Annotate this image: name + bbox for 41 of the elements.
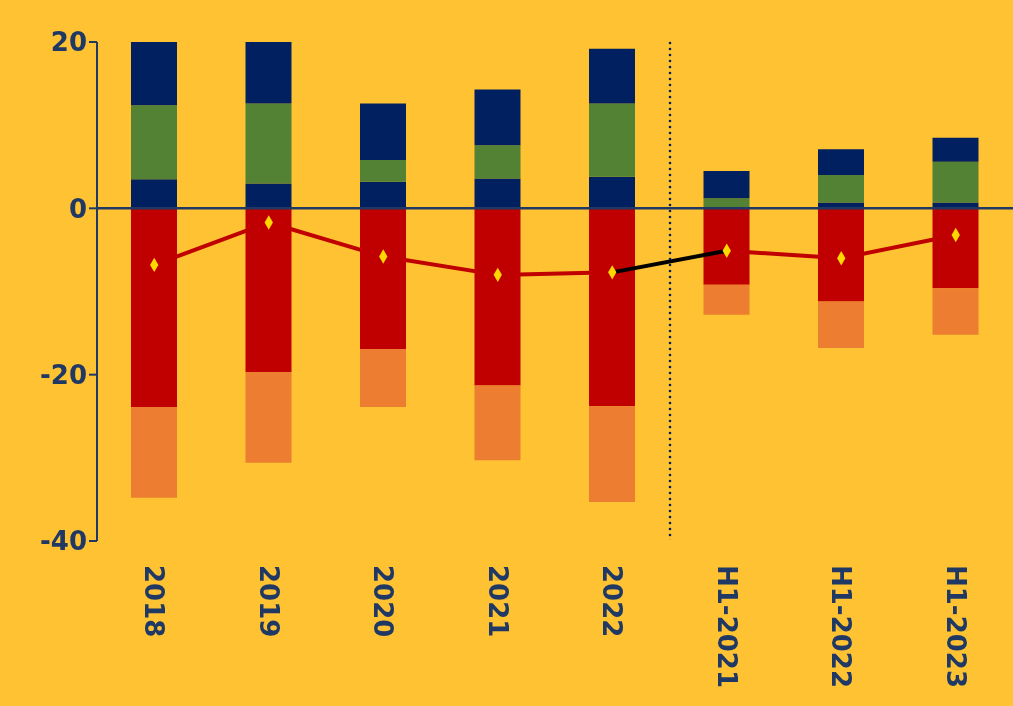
y-tick-label: -20 xyxy=(40,359,87,390)
bar xyxy=(932,161,979,203)
bar xyxy=(131,179,177,209)
x-tick-label: 2019 xyxy=(253,565,284,638)
bar xyxy=(703,284,750,315)
bar xyxy=(818,301,864,349)
bar xyxy=(131,407,177,498)
bar xyxy=(589,48,635,104)
bar xyxy=(245,103,292,184)
y-tick-label: -40 xyxy=(40,526,87,557)
bar xyxy=(474,385,521,461)
x-tick-label: H1-2022 xyxy=(826,565,857,689)
bar xyxy=(131,42,177,106)
bar xyxy=(360,348,406,408)
bar xyxy=(360,103,406,161)
bar xyxy=(703,170,750,199)
bar xyxy=(589,176,635,209)
x-tick-label: 2022 xyxy=(597,565,628,638)
bar xyxy=(474,89,521,146)
bar xyxy=(474,178,521,209)
x-tick-label: 2020 xyxy=(368,565,399,638)
bar xyxy=(360,181,406,209)
bar xyxy=(589,103,635,177)
bar xyxy=(131,105,177,180)
bar xyxy=(245,42,292,104)
x-tick-label: H1-2021 xyxy=(711,565,742,689)
bar xyxy=(245,372,292,463)
bar xyxy=(245,183,292,209)
bar xyxy=(589,406,635,502)
bar xyxy=(818,175,864,203)
x-tick-label: 2018 xyxy=(139,565,170,638)
y-tick-label: 20 xyxy=(50,27,87,58)
bar xyxy=(818,149,864,176)
bar xyxy=(474,145,521,179)
bar xyxy=(932,137,979,162)
y-tick-label: 0 xyxy=(68,193,87,224)
bar xyxy=(932,288,979,335)
bar xyxy=(360,160,406,182)
x-tick-label: 2021 xyxy=(482,565,513,638)
bar xyxy=(703,198,750,209)
x-tick-label: H1-2023 xyxy=(940,565,971,689)
